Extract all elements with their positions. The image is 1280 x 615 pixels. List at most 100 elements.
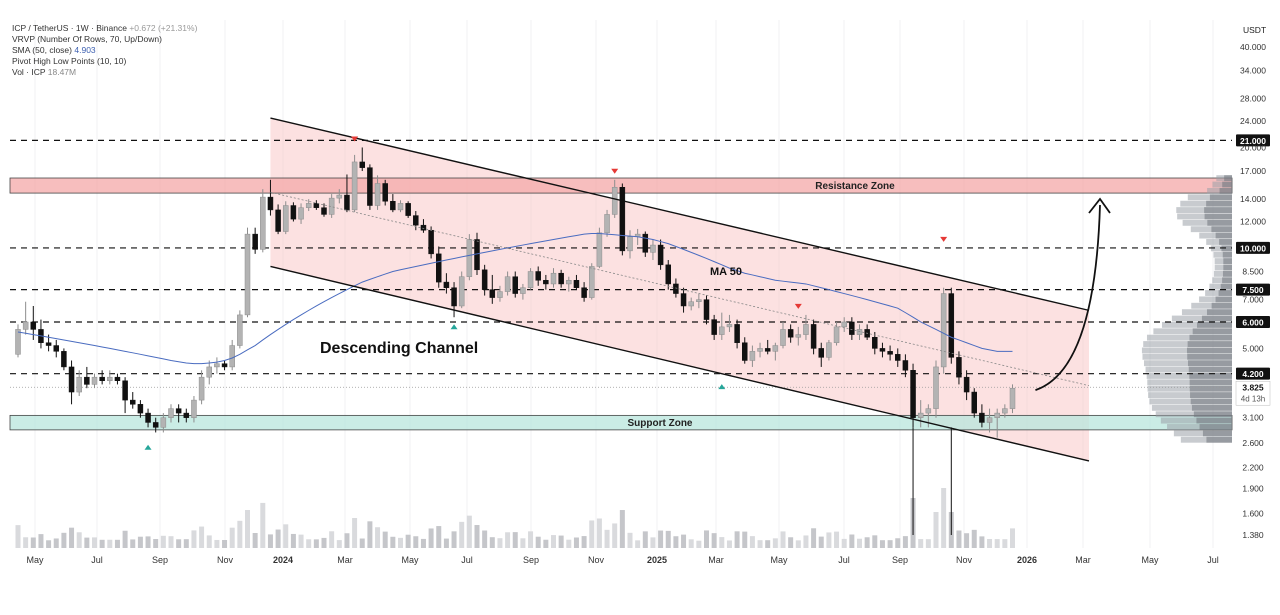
candle-body <box>581 287 587 298</box>
volume-bar <box>987 539 993 548</box>
volume-bar <box>367 521 373 548</box>
volume-bar <box>535 536 541 548</box>
volume-bar <box>344 533 350 548</box>
x-tick-label: May <box>770 555 788 565</box>
volume-bar <box>459 521 465 548</box>
candle-body <box>673 283 679 294</box>
descending-channel-fill <box>270 118 1089 461</box>
volume-bar <box>413 536 419 548</box>
price-tag <box>1235 380 1271 406</box>
volume-bar <box>275 529 281 548</box>
volume-bar <box>811 528 817 548</box>
volume-bar <box>650 537 656 548</box>
vrvp-bar <box>1196 417 1232 424</box>
volume-bar <box>589 520 595 548</box>
candle-body <box>826 342 832 358</box>
volume-bar <box>76 532 82 548</box>
candle-body <box>367 167 373 206</box>
x-tick-label: Nov <box>588 555 605 565</box>
candle-body <box>30 321 37 330</box>
y-tick-label: 12.000 <box>1240 217 1266 227</box>
x-tick-label: Jul <box>461 555 473 565</box>
x-tick-label: Sep <box>892 555 908 565</box>
vrvp-bar <box>1207 219 1232 226</box>
level-tag-label: 4.200 <box>1242 369 1264 379</box>
volume-bar <box>482 530 488 548</box>
vrvp-bar <box>1187 353 1232 360</box>
x-tick-label: Sep <box>523 555 539 565</box>
x-tick-label: Nov <box>217 555 234 565</box>
vrvp-bar <box>1190 398 1232 405</box>
candle-body <box>688 301 694 307</box>
vrvp-bar <box>1199 232 1232 239</box>
vrvp-bar <box>1220 283 1232 290</box>
volume-bar <box>688 539 694 548</box>
candle-body <box>497 291 503 298</box>
candle-body <box>107 376 113 381</box>
vrvp-bar <box>1206 200 1232 207</box>
volume-bar <box>566 539 572 548</box>
volume-bar <box>99 539 105 548</box>
vrvp-bar <box>1186 347 1232 354</box>
volume-bar <box>214 539 220 548</box>
candle-body <box>244 233 251 316</box>
vrvp-bar <box>1190 392 1232 399</box>
volume-bar <box>313 539 319 548</box>
volume-bar <box>581 536 587 548</box>
candle-body <box>305 203 312 208</box>
x-tick-label: May <box>401 555 419 565</box>
candle-body <box>933 366 939 409</box>
candle-body <box>742 342 748 361</box>
volume-bar <box>765 540 771 548</box>
candle-body <box>504 276 511 292</box>
vrvp-bar <box>1189 385 1232 392</box>
volume-bar <box>405 534 411 548</box>
volume-bar <box>849 534 855 548</box>
volume-bar <box>673 536 679 548</box>
y-tick-label: 28.000 <box>1240 94 1266 104</box>
candle-body <box>321 207 327 215</box>
candle-body <box>221 363 228 368</box>
volume-bar <box>711 533 717 548</box>
volume-bar <box>749 536 755 548</box>
volume-bar <box>222 540 228 548</box>
candle-body <box>420 224 427 231</box>
volume-bar <box>260 502 266 548</box>
vrvp-bar <box>1222 251 1232 258</box>
candle-body <box>627 236 633 252</box>
volume-bar <box>168 536 174 548</box>
candle-body <box>527 271 534 288</box>
volume-bar <box>267 534 273 548</box>
candle-body <box>925 408 932 414</box>
candle-body <box>481 269 488 290</box>
candle-body <box>719 326 725 335</box>
vrvp-bar <box>1205 290 1232 296</box>
volume-bar <box>772 538 778 548</box>
volume-bar <box>229 527 235 548</box>
vrvp-bar <box>1149 398 1232 405</box>
volume-bar <box>879 540 885 548</box>
candle-body <box>183 412 190 418</box>
vrvp-bar <box>1204 207 1232 214</box>
candle-body <box>458 276 465 307</box>
volume-bar <box>298 534 304 548</box>
pivot-high-marker <box>611 168 619 174</box>
level-tag <box>1236 315 1270 328</box>
candle-body <box>130 399 136 405</box>
candle-body <box>986 417 993 423</box>
x-tick-label: May <box>1141 555 1159 565</box>
candle-body <box>336 194 343 199</box>
volume-bar <box>857 538 862 548</box>
level-tag-label: 10.000 <box>1240 243 1266 253</box>
volume-bar <box>520 538 526 548</box>
vrvp-bar <box>1148 392 1232 399</box>
vrvp-bar <box>1224 175 1232 182</box>
candle-body <box>512 276 518 294</box>
candle-body <box>298 207 304 220</box>
candle-body <box>382 183 388 202</box>
candle-body <box>657 244 664 266</box>
x-tick-label: Mar <box>337 555 353 565</box>
volume-bar <box>757 540 763 548</box>
candle-body <box>619 186 626 252</box>
